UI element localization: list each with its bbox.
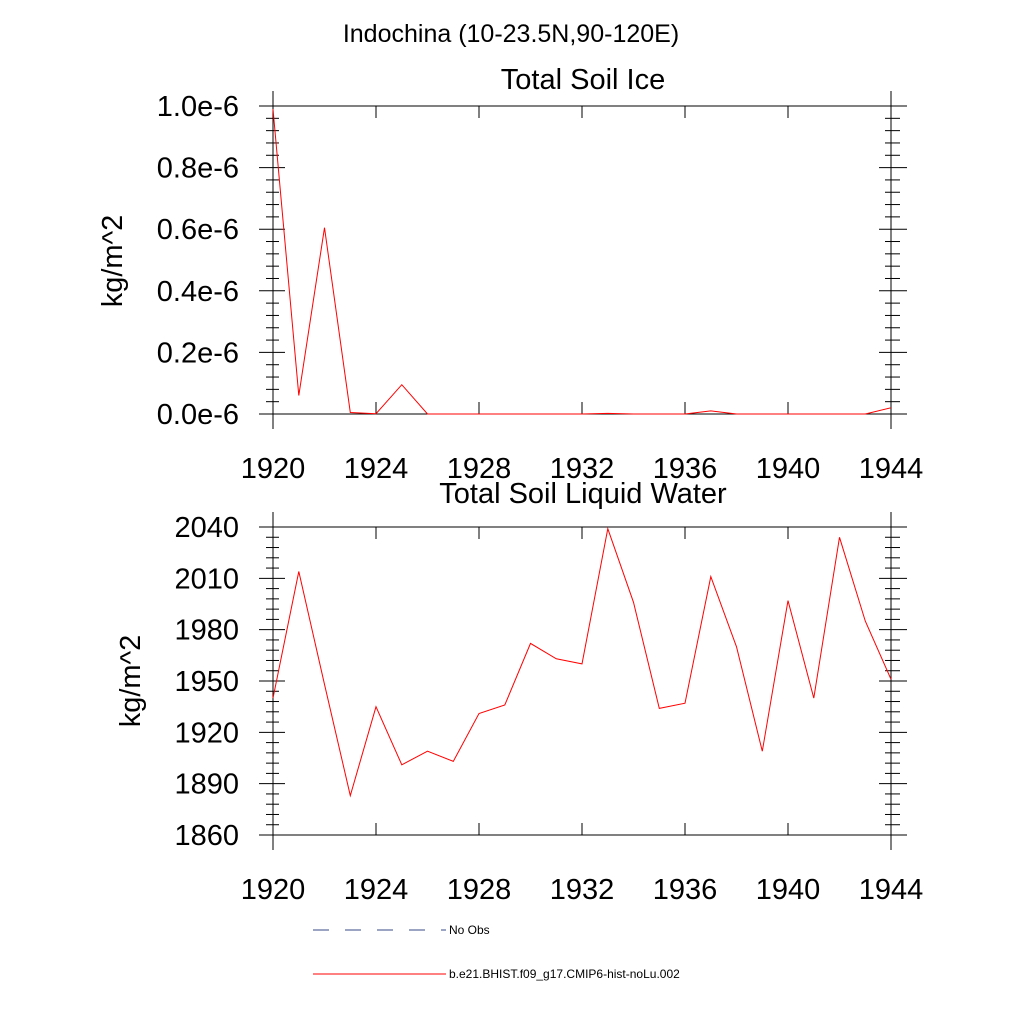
soil-ice-ytick-label: 1.0e-6 xyxy=(157,91,239,123)
legend-series-label: b.e21.BHIST.f09_g17.CMIP6-hist-noLu.002 xyxy=(449,967,680,981)
soil-ice-ytick-label: 0.4e-6 xyxy=(157,276,239,308)
soil-liquid-water-ytick-label: 1890 xyxy=(174,769,239,801)
soil-liquid-water-panel: Total Soil Liquid Water kg/m^2 1920 1924 1… xyxy=(115,478,923,906)
legend-no-obs-label: No Obs xyxy=(449,923,490,937)
soil-liquid-water-ytick-label: 1860 xyxy=(174,820,239,852)
soil-ice-ytick-label: 0.8e-6 xyxy=(157,153,239,185)
legend: No Obs b.e21.BHIST.f09_g17.CMIP6-hist-no… xyxy=(313,923,680,981)
soil-ice-xtick-label: 1924 xyxy=(344,453,409,485)
soil-ice-xtick-label: 1944 xyxy=(859,453,924,485)
soil-liquid-water-ytick-label: 2040 xyxy=(174,512,239,544)
soil-ice-xtick-label: 1936 xyxy=(653,453,718,485)
soil-liquid-water-ytick-label: 1950 xyxy=(174,666,239,698)
soil-ice-ytick-label: 0.6e-6 xyxy=(157,214,239,246)
main-title: Indochina (10-23.5N,90-120E) xyxy=(343,20,679,48)
soil-ice-xtick-label: 1940 xyxy=(756,453,821,485)
soil-liquid-water-xtick-label: 1936 xyxy=(653,874,718,906)
soil-liquid-water-ytick-label: 2010 xyxy=(174,563,239,595)
soil-liquid-water-xtick-label: 1944 xyxy=(859,874,924,906)
soil-liquid-water-title: Total Soil Liquid Water xyxy=(439,478,727,510)
soil-liquid-water-series-line xyxy=(272,526,892,798)
soil-ice-xtick-label: 1928 xyxy=(447,453,512,485)
soil-liquid-water-xtick-label: 1920 xyxy=(241,874,306,906)
soil-ice-series-line xyxy=(272,109,892,415)
soil-ice-ylabel: kg/m^2 xyxy=(97,215,129,308)
soil-ice-xtick-label: 1920 xyxy=(241,453,306,485)
soil-ice-panel: Total Soil Ice kg/m^2 1920 1924 1928 1932 19… xyxy=(97,64,923,485)
soil-ice-xtick-label: 1932 xyxy=(550,453,615,485)
soil-ice-ytick-label: 0.0e-6 xyxy=(157,399,239,431)
soil-ice-title: Total Soil Ice xyxy=(501,64,665,96)
soil-liquid-water-xtick-label: 1940 xyxy=(756,874,821,906)
soil-liquid-water-ylabel: kg/m^2 xyxy=(115,635,147,728)
soil-liquid-water-ytick-label: 1980 xyxy=(174,615,239,647)
soil-liquid-water-ytick-label: 1920 xyxy=(174,717,239,749)
soil-liquid-water-xtick-label: 1928 xyxy=(447,874,512,906)
soil-ice-ytick-label: 0.2e-6 xyxy=(157,337,239,369)
soil-liquid-water-xtick-label: 1924 xyxy=(344,874,409,906)
soil-liquid-water-xtick-label: 1932 xyxy=(550,874,615,906)
